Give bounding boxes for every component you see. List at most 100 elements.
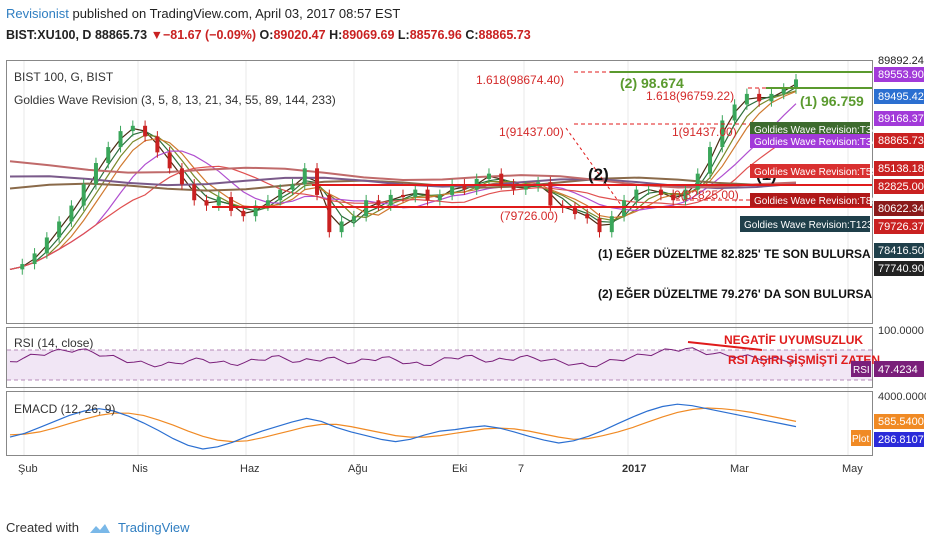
time-tick: Haz xyxy=(240,463,260,475)
candle-body xyxy=(413,189,418,198)
rsi-value-bg xyxy=(874,361,924,377)
emacd-signal-line xyxy=(9,407,797,443)
high-value: 89069.69 xyxy=(342,28,395,42)
wave-tag-t89: Goldies Wave Revision:T89 xyxy=(754,196,877,207)
candle-body xyxy=(634,189,639,201)
candle-body xyxy=(437,194,442,201)
divergence-line xyxy=(687,341,763,351)
time-axis[interactable]: Şub Nis Haz Ağu Eki 7 2017 Mar May xyxy=(18,463,863,475)
candle-body xyxy=(708,147,713,174)
price-tag-bg xyxy=(874,219,924,234)
emacd-plot-badge-bg xyxy=(851,430,871,446)
price-tick: 78416.50 xyxy=(878,245,924,257)
footer: Created with TradingView xyxy=(6,520,190,535)
price-axis[interactable]: 89892.24 89553.90 89495.42 89168.37 88865.73… xyxy=(874,55,924,276)
candle-body xyxy=(241,210,246,217)
time-tick: Eki xyxy=(452,463,467,475)
tradingview-logo-icon xyxy=(89,523,110,533)
candle-body xyxy=(130,125,135,132)
price-tick: 79726.37 xyxy=(878,221,924,233)
wave-tag-t34-green: Goldies Wave Revision:T34 xyxy=(754,125,877,136)
annotation-2: (2) EĞER DÜZELTME 79.276' DA SON BULURSA xyxy=(598,286,873,301)
symbol-label: BIST:XU100, D xyxy=(6,28,92,42)
rsi-line xyxy=(9,347,797,368)
fib-label-0: 0(82825.00) xyxy=(674,188,739,202)
candle-body xyxy=(732,104,737,121)
candle-body xyxy=(720,120,725,148)
down-arrow-icon: ▼ xyxy=(150,28,163,42)
time-tick: 2017 xyxy=(622,463,646,475)
close-value: 88865.73 xyxy=(478,28,531,42)
wave-ma-long-2 xyxy=(9,160,797,189)
candle-body xyxy=(69,205,74,222)
candle-body xyxy=(265,200,270,206)
rsi-pane[interactable] xyxy=(6,327,873,388)
price-tag-bg xyxy=(874,201,924,216)
fib-diagonal xyxy=(565,127,627,213)
candle-body xyxy=(401,194,405,198)
candle-body xyxy=(609,216,614,233)
fib-label-1b: 1(91437.00) xyxy=(672,125,737,139)
wave-tag-t1233-bg xyxy=(740,216,870,232)
candle-body xyxy=(450,184,455,195)
target-label-1: (1) 96.759 xyxy=(800,93,864,109)
candle-body xyxy=(499,173,504,185)
price-tag-bg xyxy=(874,111,924,126)
price-tick: 77740.90 xyxy=(878,263,924,275)
fib-label-1618a: 1.618(98674.40) xyxy=(476,73,564,87)
candle-body xyxy=(572,207,577,215)
chart-canvas[interactable]: 1.618(98674.40) 1.618(96759.22) 1(91437.… xyxy=(6,52,926,482)
low-label: L: xyxy=(397,28,410,42)
candle-body xyxy=(351,216,356,222)
candle-body xyxy=(81,184,86,206)
quote-line: BIST:XU100, D 88865.73 ▼−81.67 (−0.09%) … xyxy=(6,28,531,42)
wave-ma-5 xyxy=(9,86,797,270)
fib-label-1618b: 1.618(96759.22) xyxy=(646,89,734,103)
time-tick: Nis xyxy=(132,463,148,475)
candle-body xyxy=(143,125,148,137)
wave-ma-long-0 xyxy=(9,176,797,192)
divergence-note-1: NEGATİF UYUMSUZLUK xyxy=(724,332,863,347)
candle-body xyxy=(548,182,553,206)
wave-tag-t34-purple: Goldies Wave Revision:T34 xyxy=(754,137,877,148)
candle-body xyxy=(585,214,590,219)
candle-body xyxy=(315,168,320,195)
candle-body xyxy=(425,189,430,201)
candle-body xyxy=(253,205,258,217)
emacd-line xyxy=(9,403,797,450)
divergence-note-2: RSI AŞIRI ŞİŞMİŞTİ ZATEN xyxy=(728,352,880,367)
candle-body xyxy=(658,189,663,195)
annotation-1: (1) EĞER DÜZELTME 82.825' TE SON BULURSA xyxy=(598,246,871,261)
candle-body xyxy=(511,184,516,190)
price-tick: 88865.73 xyxy=(878,135,924,147)
tradingview-link[interactable]: TradingView xyxy=(118,520,190,535)
candle-body xyxy=(339,221,344,233)
candle-body xyxy=(118,131,123,148)
price-tick: 89553.90 xyxy=(878,69,924,81)
time-tick: 7 xyxy=(518,463,524,475)
rsi-badge-bg xyxy=(851,361,871,377)
candle-body xyxy=(523,186,528,190)
rsi-badge: RSI xyxy=(853,365,870,376)
wave-ma-13 xyxy=(9,90,797,270)
candle-body xyxy=(204,200,209,206)
low-value: 88576.96 xyxy=(409,28,462,42)
candle-body xyxy=(486,173,491,179)
price-tick: 89892.24 xyxy=(878,55,924,67)
price-pane[interactable] xyxy=(6,60,873,324)
price-pane-title: BIST 100, G, BIST xyxy=(14,70,114,84)
candle-body xyxy=(290,184,295,190)
candle-body xyxy=(179,168,184,185)
emacd-pane[interactable] xyxy=(6,391,873,456)
wave-moving-averages xyxy=(9,83,797,270)
grid-lines xyxy=(23,61,849,455)
wave-ma-3 xyxy=(9,83,797,270)
candle-body xyxy=(744,93,749,105)
open-label: O: xyxy=(259,28,274,42)
candle-body xyxy=(192,184,197,201)
candle-body xyxy=(155,136,160,153)
price-tick: 82825.00 xyxy=(878,181,924,193)
emacd-value-bg xyxy=(874,432,924,447)
price-change: −81.67 (−0.09%) xyxy=(162,28,257,42)
author-link[interactable]: Revisionist xyxy=(6,6,69,21)
